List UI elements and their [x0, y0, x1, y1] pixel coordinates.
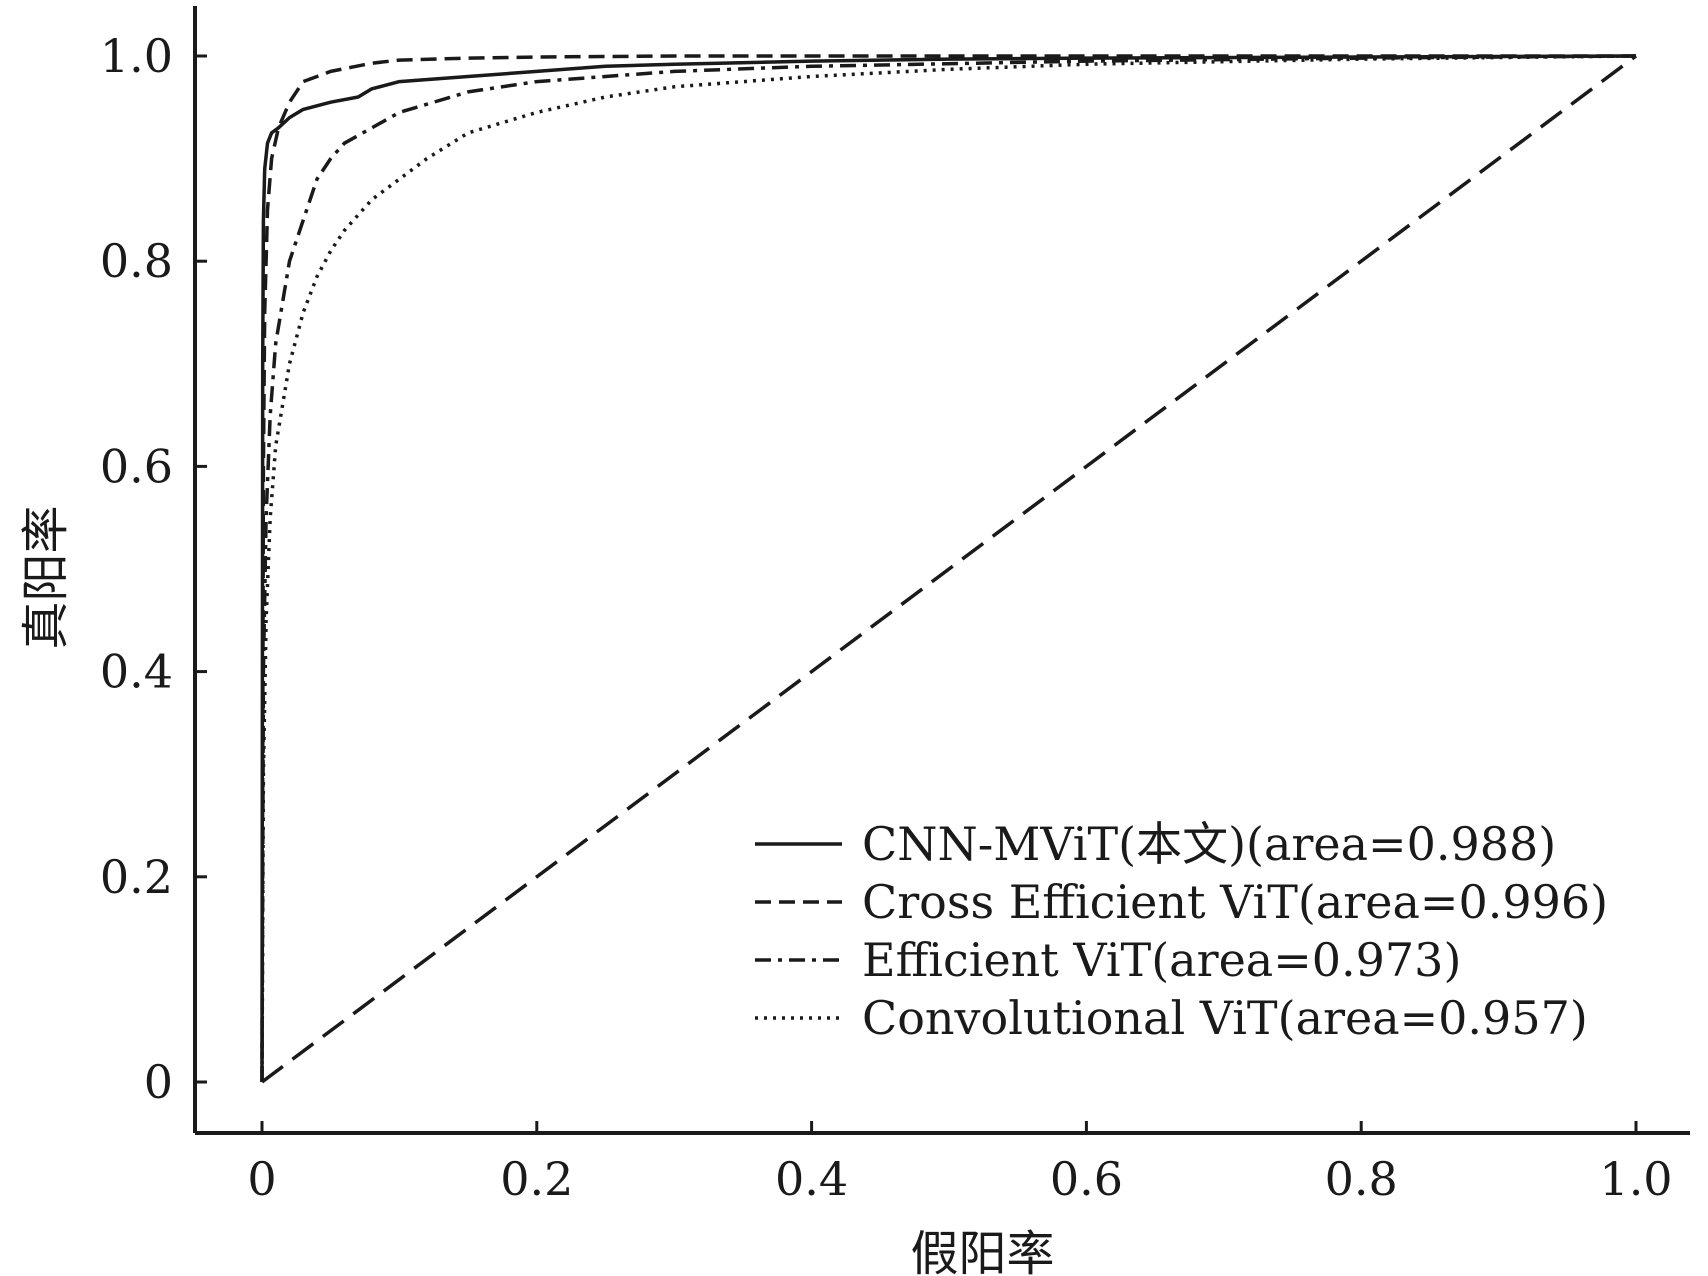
series-group — [260, 54, 1638, 1084]
y-tick-label: 1.0 — [100, 29, 173, 83]
legend-label: Cross Efficient ViT(area=0.996) — [862, 875, 1608, 929]
x-ticks: 0 0.2 0.4 0.6 0.8 1.0 — [247, 1121, 1673, 1206]
x-tick-label: 0.4 — [775, 1152, 848, 1206]
x-tick-label: 0.8 — [1325, 1152, 1398, 1206]
axes — [193, 6, 1690, 1135]
series-line-diagonal — [260, 54, 1638, 1084]
legend-label: Convolutional ViT(area=0.957) — [862, 991, 1588, 1045]
series-line-4 — [260, 54, 1637, 1083]
x-tick-label: 0 — [247, 1152, 276, 1206]
series-line-1 — [260, 54, 1637, 1083]
legend-label: Efficient ViT(area=0.973) — [862, 933, 1461, 987]
y-ticks: 0 0.2 0.4 0.6 0.8 1.0 — [100, 29, 207, 1109]
series-line-3 — [260, 54, 1637, 1083]
y-tick-label: 0.6 — [100, 439, 173, 493]
x-axis-label: 假阳率 — [910, 1226, 1054, 1276]
y-tick-label: 0 — [144, 1055, 173, 1109]
x-tick-label: 0.6 — [1050, 1152, 1123, 1206]
y-axis-label: 真阳率 — [18, 505, 74, 649]
legend: CNN-MViT(本文)(area=0.988)Cross Efficient … — [755, 817, 1608, 1045]
legend-label: CNN-MViT(本文)(area=0.988) — [862, 817, 1556, 871]
y-tick-label: 0.2 — [100, 850, 173, 904]
series-line-2 — [260, 54, 1636, 1083]
x-tick-label: 0.2 — [500, 1152, 573, 1206]
x-tick-label: 1.0 — [1599, 1152, 1672, 1206]
y-tick-label: 0.8 — [100, 234, 173, 288]
y-tick-label: 0.4 — [100, 645, 173, 699]
